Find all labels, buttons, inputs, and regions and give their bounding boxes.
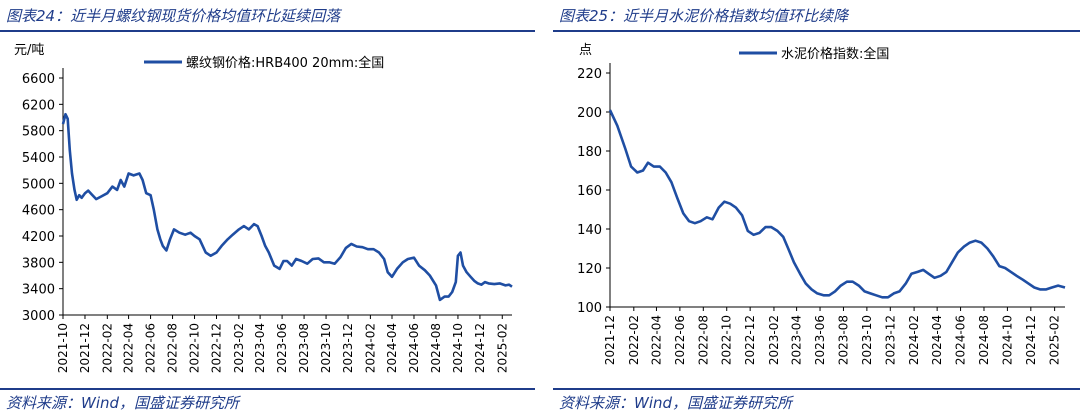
x-tick-label: 2022-10 [720,315,734,365]
x-tick-label: 2021-10 [56,323,70,373]
x-tick-label: 2024-04 [930,315,944,365]
x-tick-label: 2022-12 [743,315,757,365]
right-chart-title: 图表25：近半月水泥价格指数均值环比续降 [559,7,849,25]
x-tick-label: 2024-02 [363,323,377,373]
x-tick-label: 2022-08 [166,323,180,373]
y-tick-label: 200 [577,106,602,121]
x-tick-label: 2022-04 [649,315,663,365]
left-chart-panel: 图表24：近半月螺纹钢现货价格均值环比延续回落 元/吨 3000 3400 3800 4… [0,0,535,415]
legend-label: 水泥价格指数:全国 [781,46,889,62]
x-tick-label: 2022-02 [100,323,114,373]
x-tick-label: 2024-04 [385,323,399,373]
right-chart-source: 资料来源：Wind，国盛证券研究所 [559,394,793,412]
x-tick-label: 2022-06 [673,315,687,365]
y-tick-label: 140 [577,223,602,238]
x-tick-label: 2023-04 [253,323,267,373]
x-tick-label: 2023-10 [319,323,333,373]
x-tick-label: 2021-12 [603,315,617,365]
x-tick-label: 2022-08 [696,315,710,365]
x-tick-label: 2024-12 [1024,315,1038,365]
x-tick-label: 2024-06 [954,315,968,365]
x-tick-label: 2023-08 [836,315,850,365]
series-line [61,112,513,302]
x-tick-label: 2023-04 [790,315,804,365]
x-tick-label: 2021-12 [78,323,92,373]
x-tick-label: 2022-04 [122,323,136,373]
x-tick-label: 2024-12 [473,323,487,373]
y-axis-unit-label: 元/吨 [14,43,44,58]
y-tick-label: 100 [577,301,602,316]
y-tick-label: 3400 [22,283,55,298]
x-tick-label: 2022-02 [627,315,641,365]
y-tick-label: 3000 [22,309,55,324]
y-tick-label: 3800 [22,256,55,271]
x-tick-label: 2024-06 [407,323,421,373]
y-tick-label: 180 [577,145,602,160]
x-tick-label: 2022-10 [188,323,202,373]
left-title-rule [0,30,535,32]
x-tick-label: 2023-10 [860,315,874,365]
right-chart-panel: 图表25：近半月水泥价格指数均值环比续降 点 100 120 140 160 180 200… [553,0,1080,415]
x-tick-label: 2023-02 [232,323,246,373]
y-tick-label: 4200 [22,230,55,245]
y-tick-label: 5000 [22,177,55,192]
y-tick-label: 220 [577,67,602,82]
x-tick-label: 2024-10 [1000,315,1014,365]
series-line [608,109,1066,299]
x-tick-label: 2025-02 [1048,315,1062,365]
right-line-chart: 点 100 120 140 160 180 200 220 2021-12 2022-02 2022… [577,43,1066,365]
left-line-chart: 元/吨 3000 3400 3800 4200 4600 5000 5400 5800 6200 6… [14,43,513,373]
x-tick-label: 2022-06 [144,323,158,373]
x-tick-label: 2023-06 [813,315,827,365]
x-tick-label: 2024-10 [451,323,465,373]
left-chart-source: 资料来源：Wind，国盛证券研究所 [6,394,240,412]
x-tick-label: 2024-08 [977,315,991,365]
y-tick-label: 5800 [22,125,55,140]
x-tick-label: 2024-02 [907,315,921,365]
y-tick-label: 4600 [22,204,55,219]
y-tick-label: 160 [577,184,602,199]
x-tick-label: 2023-12 [883,315,897,365]
x-tick-label: 2023-08 [297,323,311,373]
x-tick-label: 2023-06 [275,323,289,373]
right-title-rule [553,30,1080,32]
x-tick-label: 2022-12 [210,323,224,373]
x-tick-label: 2025-02 [495,323,509,373]
left-source-rule [0,388,535,390]
x-tick-label: 2023-12 [341,323,355,373]
x-tick-label: 2023-02 [767,315,781,365]
y-tick-label: 6600 [22,72,55,87]
y-tick-label: 6200 [22,98,55,113]
y-axis-unit-label: 点 [579,43,592,58]
right-source-rule [553,388,1080,390]
x-tick-label: 2024-08 [429,323,443,373]
legend-label: 螺纹钢价格:HRB400 20mm:全国 [186,55,384,71]
y-tick-label: 120 [577,262,602,277]
panel-gap [535,0,553,415]
left-chart-title: 图表24：近半月螺纹钢现货价格均值环比延续回落 [6,7,341,25]
y-tick-label: 5400 [22,151,55,166]
